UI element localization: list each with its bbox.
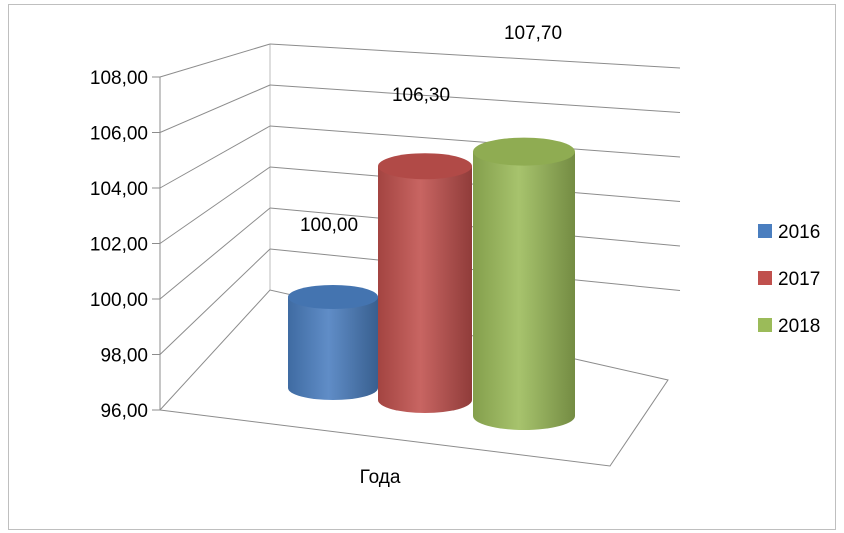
gridline-left (159, 125, 271, 189)
bar-2018 (473, 137, 575, 430)
bar-2017 (378, 153, 472, 413)
y-axis-ticks: 96,00 98,00 100,00 102,00 104,00 106,00 108,00 (90, 68, 160, 422)
y-tick-label: 106,00 (90, 124, 148, 145)
legend-label: 2016 (778, 222, 820, 243)
gridline-left (159, 84, 271, 133)
gridline-left (159, 166, 271, 244)
gridline-left (159, 207, 271, 300)
legend: 2016 2017 2018 (758, 222, 820, 337)
floor (158, 289, 669, 467)
bar-body-2017 (378, 166, 472, 413)
x-axis-label: Года (360, 467, 401, 488)
bars (288, 137, 575, 430)
legend-item-2018: 2018 (758, 316, 820, 337)
bar-2016 (288, 285, 378, 400)
data-labels: 100,00 106,30 107,70 (300, 23, 562, 236)
data-label-2017: 106,30 (392, 85, 450, 106)
bar-top-2017 (378, 153, 472, 180)
legend-label: 2018 (778, 316, 820, 337)
legend-swatch (758, 318, 772, 332)
gridline-back (269, 43, 681, 69)
y-tick-label: 96,00 (100, 401, 148, 422)
gridline-left (159, 248, 271, 355)
gridline-back (269, 125, 681, 158)
bar-body-2018 (473, 151, 575, 430)
y-tick-label: 102,00 (90, 235, 148, 256)
y-tick-label: 108,00 (90, 68, 148, 89)
legend-label: 2017 (778, 269, 820, 290)
legend-item-2017: 2017 (758, 269, 820, 290)
data-label-2018: 107,70 (504, 23, 562, 44)
y-tick-label: 100,00 (90, 290, 148, 311)
data-label-2016: 100,00 (300, 215, 358, 236)
gridline-back (269, 84, 681, 113)
legend-swatch (758, 271, 772, 285)
y-tick-label: 104,00 (90, 179, 148, 200)
legend-swatch (758, 224, 772, 238)
bar-body-2016 (288, 297, 378, 400)
bar-top-2018 (473, 137, 575, 166)
bar-top-2016 (288, 285, 378, 309)
legend-item-2016: 2016 (758, 222, 820, 243)
y-tick-label: 98,00 (100, 346, 148, 367)
gridline-left (159, 43, 271, 78)
